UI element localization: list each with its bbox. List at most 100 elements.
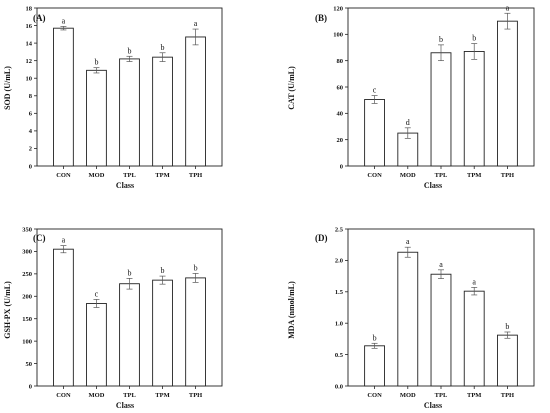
- significance-letter: b: [128, 46, 132, 55]
- bar: [364, 99, 385, 167]
- x-axis-title: Class: [116, 181, 134, 190]
- bar: [152, 279, 173, 387]
- significance-letter: b: [161, 43, 165, 52]
- panel-a: (A) Class SOD (U/mL) 0 2 4 6 8 10 12 14 16 18 a CON…: [3, 5, 223, 190]
- significance-letter: b: [439, 35, 443, 44]
- y-tick-label: 120: [333, 5, 343, 12]
- y-tick-label: 50: [26, 361, 33, 368]
- x-tick-label: TPL: [435, 172, 448, 179]
- significance-letter: b: [505, 322, 509, 331]
- x-tick-label: MOD: [400, 392, 416, 399]
- y-axis-title: SOD (U/mL): [3, 66, 12, 110]
- x-tick-label: TPL: [123, 172, 136, 179]
- bar: [430, 52, 452, 167]
- x-tick-label: TPL: [435, 392, 448, 399]
- panel-c: (C) Class GSH-PX (U/mL) 0 50 100 150 200 250 3…: [3, 226, 223, 410]
- significance-letter: a: [439, 260, 443, 269]
- bar: [463, 51, 485, 167]
- x-tick-label: TPL: [123, 392, 136, 399]
- x-tick-label: MOD: [400, 172, 416, 179]
- significance-letter: a: [62, 236, 66, 245]
- bar: [364, 345, 385, 387]
- y-tick-label: 60: [337, 84, 344, 91]
- x-axis-title: Class: [424, 181, 442, 190]
- significance-letter: c: [373, 86, 377, 95]
- significance-letter: b: [128, 268, 132, 277]
- bar: [430, 273, 452, 387]
- x-tick-label: TPH: [501, 172, 514, 179]
- significance-letter: d: [406, 118, 410, 127]
- bar: [119, 283, 140, 387]
- y-tick-label: 0: [29, 383, 32, 390]
- y-tick-label: 40: [337, 111, 344, 118]
- y-tick-label: 100: [333, 32, 343, 39]
- x-axis-title: Class: [424, 401, 442, 410]
- y-tick-label: 2: [29, 146, 32, 153]
- y-axis-title: GSH-PX (U/mL): [3, 281, 12, 339]
- significance-letter: a: [472, 277, 476, 286]
- bar: [497, 334, 518, 387]
- x-tick-label: TPM: [467, 392, 481, 399]
- y-tick-label: 0.5: [335, 352, 344, 359]
- y-tick-label: 16: [26, 23, 33, 30]
- x-tick-label: MOD: [89, 392, 105, 399]
- panel-label: (D): [315, 233, 328, 243]
- x-tick-label: CON: [367, 392, 382, 399]
- x-tick-label: TPH: [501, 392, 514, 399]
- y-tick-label: 300: [22, 249, 32, 256]
- y-tick-label: 10: [26, 76, 33, 83]
- y-tick-label: 150: [22, 316, 32, 323]
- y-tick-label: 1.5: [335, 289, 344, 296]
- bar: [53, 248, 74, 387]
- y-tick-label: 2.5: [335, 226, 344, 233]
- panel-label: (B): [315, 13, 327, 23]
- bar: [185, 36, 206, 167]
- y-tick-label: 18: [26, 5, 33, 12]
- panel-d: (D) Class MDA (nmol/mL) 0.0 0.5 1.0 1.5 2.0 2…: [287, 226, 535, 410]
- y-tick-label: 8: [29, 93, 33, 100]
- bar: [152, 56, 173, 167]
- y-tick-label: 20: [337, 137, 344, 144]
- x-tick-label: TPM: [467, 172, 481, 179]
- x-tick-label: CON: [56, 392, 71, 399]
- y-tick-label: 0.0: [335, 383, 343, 390]
- significance-letter: b: [472, 34, 476, 43]
- y-tick-label: 12: [26, 58, 33, 65]
- y-tick-label: 6: [29, 111, 33, 118]
- x-tick-label: TPM: [155, 392, 169, 399]
- y-tick-label: 2.0: [335, 258, 343, 265]
- x-tick-label: TPM: [155, 172, 169, 179]
- x-axis-title: Class: [116, 401, 134, 410]
- significance-letter: c: [95, 289, 99, 298]
- x-tick-label: TPH: [189, 172, 202, 179]
- significance-letter: a: [194, 19, 198, 28]
- significance-letter: a: [62, 16, 66, 25]
- y-tick-label: 250: [22, 271, 32, 278]
- y-tick-label: 200: [22, 294, 32, 301]
- panel-b: (B) Class CAT (U/mL) 0 20 40 60 80 100 120 c CON…: [287, 3, 535, 190]
- y-axis-title: MDA (nmol/mL): [287, 281, 296, 339]
- y-tick-label: 1.0: [335, 321, 343, 328]
- y-tick-label: 80: [337, 58, 344, 65]
- x-tick-label: CON: [56, 172, 71, 179]
- y-tick-label: 14: [26, 40, 33, 47]
- x-tick-label: TPH: [189, 392, 202, 399]
- significance-letter: b: [94, 58, 98, 67]
- bar: [185, 277, 206, 387]
- bar: [397, 251, 419, 387]
- bar: [119, 58, 140, 167]
- significance-letter: a: [406, 237, 410, 246]
- y-tick-label: 4: [29, 128, 33, 135]
- significance-letter: b: [194, 263, 198, 272]
- x-tick-label: MOD: [89, 172, 105, 179]
- significance-letter: a: [506, 3, 510, 12]
- significance-letter: b: [161, 266, 165, 275]
- significance-letter: b: [373, 333, 377, 342]
- bar: [497, 20, 518, 167]
- y-tick-label: 0: [340, 163, 343, 170]
- bar: [463, 290, 485, 387]
- y-axis-title: CAT (U/mL): [287, 66, 296, 110]
- x-tick-label: CON: [367, 172, 382, 179]
- panel-label: (C): [33, 233, 46, 243]
